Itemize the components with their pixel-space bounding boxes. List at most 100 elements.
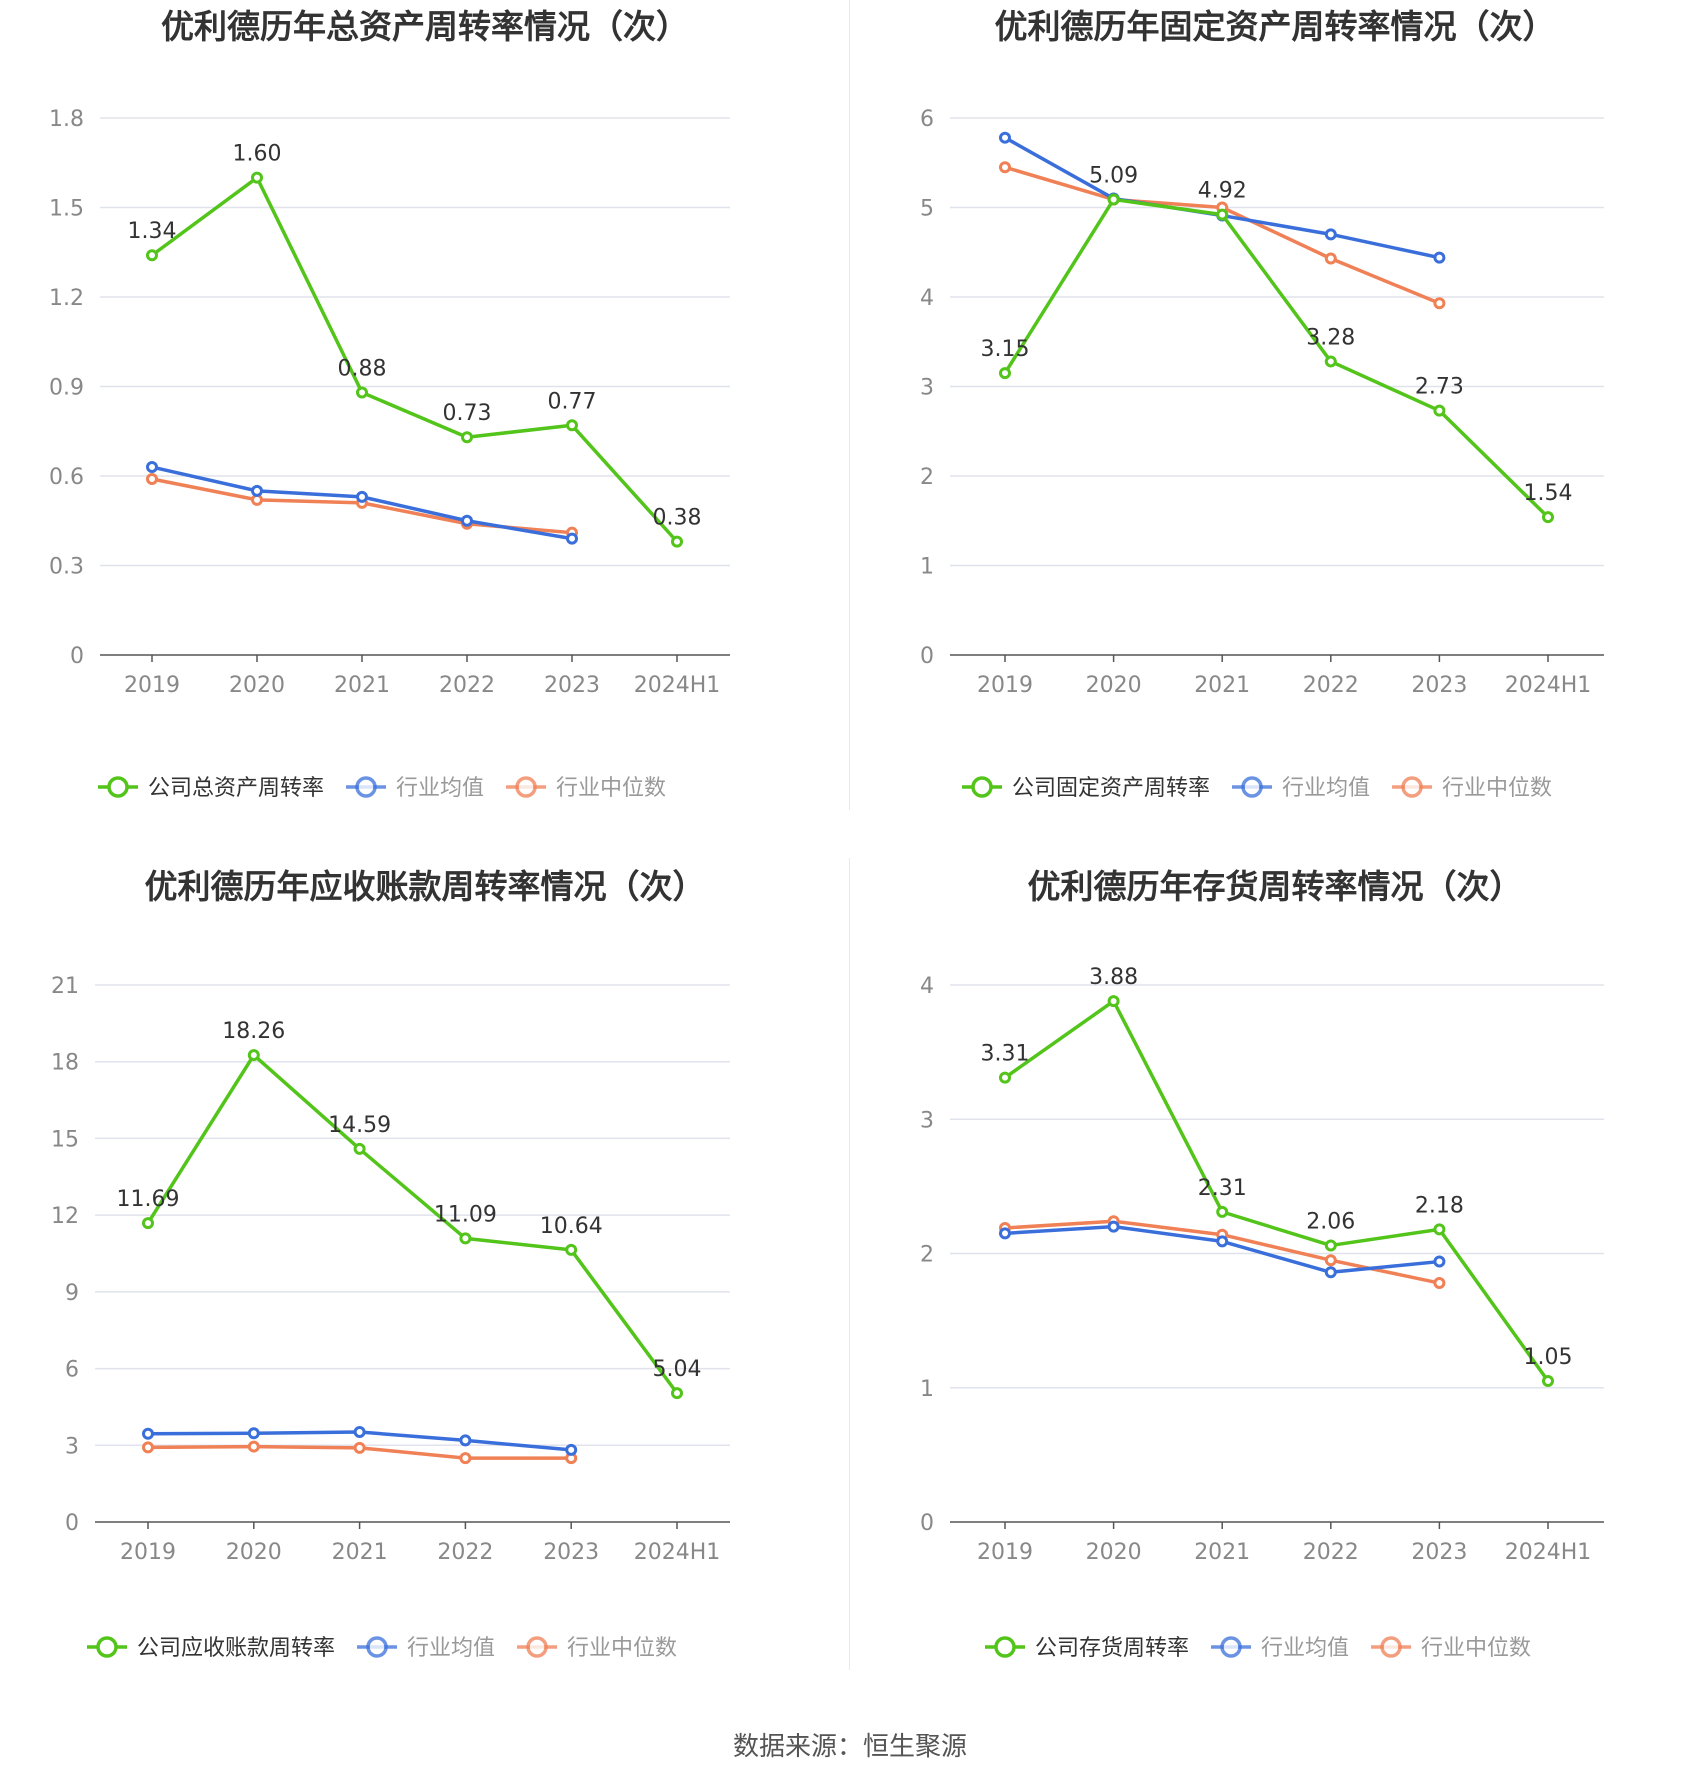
data-point[interactable]: [1433, 251, 1446, 264]
data-point[interactable]: [461, 431, 473, 444]
data-point[interactable]: [1107, 995, 1120, 1008]
data-label: 0.77: [548, 389, 597, 414]
y-tick-label: 12: [51, 1204, 79, 1229]
data-point[interactable]: [671, 1387, 683, 1400]
line-chart: 优利德历年存货周转率情况（次） 0 1 2 3 4 2019 2020 2021 2022 2023…: [920, 867, 1604, 1661]
data-point[interactable]: [142, 1217, 154, 1230]
data-point[interactable]: [1216, 1205, 1229, 1218]
legend-marker-icon: [366, 1636, 388, 1658]
legend-item-industry-median-series[interactable]: 行业中位数: [1371, 1636, 1531, 1661]
legend-label: 行业均值: [1282, 776, 1370, 801]
data-point[interactable]: [1433, 404, 1446, 417]
data-point[interactable]: [1324, 228, 1337, 241]
data-point[interactable]: [459, 1434, 472, 1447]
data-label: 18.26: [222, 1019, 285, 1044]
data-point[interactable]: [1324, 355, 1337, 368]
legend-item-industry-average-series[interactable]: 行业均值: [1211, 1636, 1349, 1661]
data-point[interactable]: [999, 1071, 1011, 1084]
data-point[interactable]: [1542, 1375, 1554, 1388]
y-tick-label: 9: [65, 1281, 79, 1306]
legend-marker-icon: [526, 1636, 548, 1658]
data-point[interactable]: [142, 1427, 154, 1440]
data-point[interactable]: [565, 1243, 578, 1256]
legend-item-industry-average-series[interactable]: 行业均值: [346, 776, 484, 801]
data-label: 1.60: [233, 142, 282, 167]
data-point[interactable]: [461, 514, 473, 527]
y-tick-label: 0.3: [49, 555, 84, 580]
legend-label: 行业中位数: [1442, 776, 1552, 801]
x-tick-label: 2019: [120, 1540, 176, 1565]
data-point[interactable]: [142, 1441, 154, 1454]
data-point[interactable]: [1433, 1255, 1446, 1268]
data-point[interactable]: [146, 472, 158, 485]
data-point[interactable]: [671, 535, 683, 548]
y-tick-label: 1: [920, 555, 934, 580]
data-point[interactable]: [251, 484, 263, 497]
data-point[interactable]: [1433, 1277, 1446, 1290]
data-point[interactable]: [1433, 1223, 1446, 1236]
chart-title: 优利德历年固定资产周转率情况（次）: [995, 7, 1556, 46]
company-series-line: [150, 175, 679, 543]
data-point[interactable]: [1542, 511, 1554, 524]
data-point[interactable]: [999, 161, 1011, 174]
data-point[interactable]: [146, 249, 158, 262]
data-label: 3.15: [981, 337, 1030, 362]
y-tick-label: 3: [65, 1434, 79, 1459]
legend-marker-icon: [355, 776, 377, 798]
data-point[interactable]: [999, 131, 1011, 144]
x-tick-label: 2019: [124, 673, 180, 698]
data-point[interactable]: [999, 367, 1011, 380]
legend-item-industry-average-series[interactable]: 行业均值: [1232, 776, 1370, 801]
data-point[interactable]: [247, 1049, 260, 1062]
data-point[interactable]: [566, 532, 578, 545]
data-point[interactable]: [459, 1232, 472, 1245]
data-point[interactable]: [1324, 1239, 1337, 1252]
x-tick-label: 2020: [1086, 673, 1142, 698]
data-point[interactable]: [251, 171, 263, 184]
legend-label: 公司应收账款周转率: [137, 1636, 335, 1661]
data-point[interactable]: [459, 1452, 472, 1465]
data-label: 3.88: [1089, 965, 1138, 990]
chart-title: 优利德历年应收账款周转率情况（次）: [145, 867, 706, 906]
legend-item-company-series[interactable]: 公司存货周转率: [985, 1636, 1189, 1661]
x-tick-label: 2024H1: [1505, 1540, 1592, 1565]
legend-label: 行业均值: [396, 776, 484, 801]
data-point[interactable]: [353, 1441, 366, 1454]
legend-item-company-series[interactable]: 公司应收账款周转率: [87, 1636, 335, 1661]
data-point[interactable]: [1324, 252, 1337, 265]
legend-item-industry-median-series[interactable]: 行业中位数: [506, 776, 666, 801]
data-label: 0.73: [443, 401, 492, 426]
data-point[interactable]: [999, 1227, 1011, 1240]
legend-label: 公司总资产周转率: [148, 776, 324, 801]
data-point[interactable]: [353, 1142, 366, 1155]
y-tick-label: 0.6: [49, 465, 84, 490]
data-point[interactable]: [1433, 297, 1446, 310]
data-point[interactable]: [565, 1443, 578, 1456]
legend-item-industry-median-series[interactable]: 行业中位数: [1392, 776, 1552, 801]
data-point[interactable]: [356, 386, 368, 399]
data-label: 5.04: [653, 1357, 702, 1382]
data-point[interactable]: [1216, 1235, 1229, 1248]
legend-item-industry-median-series[interactable]: 行业中位数: [517, 1636, 677, 1661]
data-point[interactable]: [1107, 193, 1120, 206]
data-point[interactable]: [1324, 1266, 1337, 1279]
data-point[interactable]: [353, 1425, 366, 1438]
x-tick-label: 2021: [334, 673, 390, 698]
data-point[interactable]: [566, 419, 578, 432]
divider: [849, 858, 850, 1670]
x-tick-label: 2024H1: [1505, 673, 1592, 698]
data-point[interactable]: [1216, 208, 1229, 221]
data-point[interactable]: [356, 490, 368, 503]
line-chart: 优利德历年总资产周转率情况（次） 0 0.3 0.6 0.9 1.2 1.5 1.8 2019 2…: [49, 7, 730, 801]
legend-label: 公司固定资产周转率: [1012, 776, 1210, 801]
data-point[interactable]: [1107, 1220, 1120, 1233]
data-point[interactable]: [247, 1440, 260, 1453]
legend-item-industry-average-series[interactable]: 行业均值: [357, 1636, 495, 1661]
data-point[interactable]: [1324, 1254, 1337, 1267]
data-point[interactable]: [146, 461, 158, 474]
legend-item-company-series[interactable]: 公司固定资产周转率: [962, 776, 1210, 801]
data-point[interactable]: [247, 1427, 260, 1440]
legend-item-company-series[interactable]: 公司总资产周转率: [98, 776, 324, 801]
x-tick-label: 2022: [1303, 1540, 1359, 1565]
company-series-line: [1003, 999, 1550, 1383]
